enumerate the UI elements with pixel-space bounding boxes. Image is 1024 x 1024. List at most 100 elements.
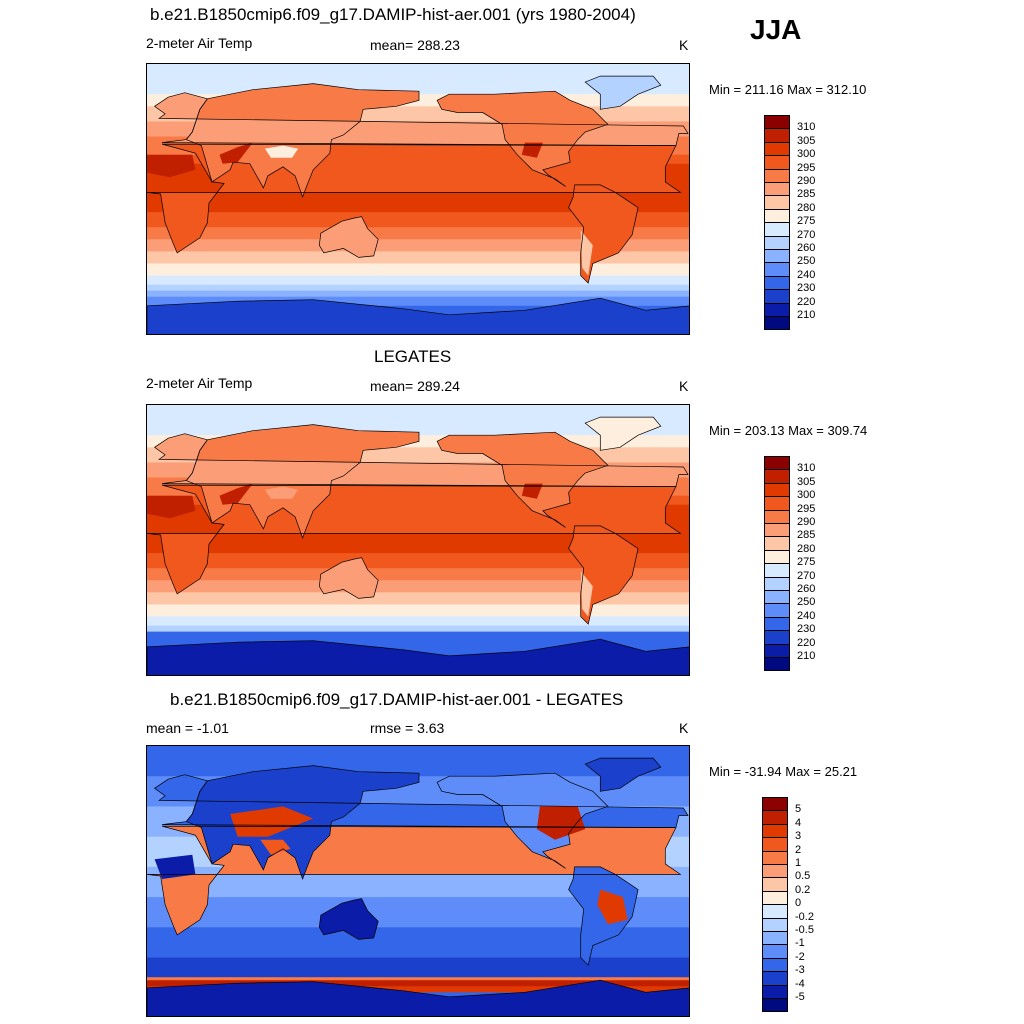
africa-field (147, 485, 681, 594)
panel-1-minmax: Min = 211.16 Max = 312.10 (709, 82, 867, 97)
india-warm-patch (260, 839, 291, 855)
temperature-band (147, 284, 689, 292)
temperature-band (147, 568, 689, 581)
andes-cool-field (580, 571, 593, 617)
colorbar-tick-label: 275 (797, 556, 816, 569)
coastline-antarctica (147, 979, 689, 1016)
coastline-namerica (436, 772, 609, 869)
southern-ocean-stripe (147, 980, 689, 987)
tibet-field (264, 486, 299, 499)
colorbar-tick-label: 210 (797, 309, 816, 321)
colorbar-swatch (762, 931, 788, 946)
colorbar-swatch (764, 616, 790, 632)
colorbar-tick-label: 0.2 (795, 883, 811, 896)
north-america-field (437, 91, 608, 187)
colorbar-swatch (764, 657, 790, 672)
colorbar-tick-label: -3 (795, 964, 805, 977)
coastline-greenland (584, 757, 662, 792)
colorbar-swatch (762, 877, 788, 892)
coastline-antarctica (147, 638, 689, 675)
colorbar-tick-label: 4 (795, 816, 802, 829)
colorbar-swatch (764, 482, 790, 498)
greenland-field (585, 76, 661, 110)
coastline-asia (185, 83, 420, 199)
brazil-warm-patch (597, 889, 628, 925)
colorbar-swatch (764, 155, 790, 170)
colorbar-swatch (764, 603, 790, 618)
colorbar-swatch (762, 971, 788, 986)
coastline-asia (185, 424, 420, 540)
panel-2-minmax: Min = 203.13 Max = 309.74 (709, 423, 868, 438)
colorbar-tick-label: 270 (797, 569, 816, 582)
colorbar-tick-label: 280 (797, 542, 816, 555)
colorbar-swatch (764, 496, 790, 511)
australia-field (319, 216, 379, 258)
temperature-band (147, 296, 689, 307)
colorbar-tick-label: 5 (795, 803, 802, 816)
panel-3-mean-label: mean = -1.01 (146, 720, 229, 736)
panel-2-mean-label: mean= 289.24 (370, 378, 460, 394)
coastline-samerica (568, 866, 639, 966)
southwest-us-hot-field (521, 142, 543, 158)
colorbar-swatch (764, 469, 790, 484)
colorbar-swatch (762, 797, 788, 812)
colorbar-swatch (764, 208, 790, 224)
colorbar-tick-label: 260 (797, 242, 816, 254)
panel-2-map-field (147, 405, 689, 675)
colorbar-tick-label: 280 (797, 201, 816, 214)
panel-1-variable-label: 2-meter Air Temp (146, 35, 253, 51)
sahara-hot-field (147, 495, 196, 519)
colorbar-swatch (764, 275, 790, 291)
coastline-samerica (568, 184, 639, 284)
colorbar-swatch (762, 864, 788, 879)
colorbar-tick-label: -0.5 (795, 924, 814, 936)
panel-1-title: b.e21.B1850cmip6.f09_g17.DAMIP-hist-aer.… (150, 5, 636, 24)
colorbar-swatch (762, 810, 788, 825)
panel-1-map (146, 63, 690, 335)
colorbar-tick-label: 240 (797, 268, 816, 281)
temperature-band (147, 553, 689, 569)
antarctica-difference (147, 980, 689, 1016)
temperature-band (147, 616, 689, 627)
colorbar-tick-label: 290 (797, 516, 816, 528)
panel-2-title: LEGATES (374, 347, 452, 366)
southwest-us-hot-field (521, 483, 543, 499)
colorbar-swatch (764, 141, 790, 157)
colorbar-swatch (762, 998, 788, 1013)
colorbar-swatch (764, 168, 790, 183)
panel-3-minmax: Min = -31.94 Max = 25.21 (709, 764, 858, 779)
colorbar-tick-label: -0.2 (795, 910, 814, 923)
southern-ocean-stripe (147, 986, 689, 993)
tibet-field (264, 145, 299, 158)
coastline-australia (318, 898, 379, 940)
coastline-africa (147, 143, 682, 254)
colorbar-tick-label: 310 (797, 462, 816, 475)
colorbar-tick-label: 305 (797, 134, 816, 147)
colorbar-tick-label: 220 (797, 295, 816, 308)
temperature-band (147, 227, 689, 240)
arabia-hot-field (219, 483, 253, 505)
panel-3-map-field (147, 746, 689, 1016)
colorbar-tick-label: 295 (797, 161, 816, 174)
coastline-greenland (584, 75, 662, 110)
colorbar-swatch (764, 523, 790, 538)
coastline-samerica (568, 525, 639, 625)
temperature-band (147, 239, 689, 252)
sahel-cold-patch (154, 854, 196, 879)
colorbar-tick-label: 0.5 (795, 870, 811, 883)
colorbar-swatch (764, 128, 790, 143)
australia-field (319, 557, 379, 599)
temperature-band (147, 290, 689, 298)
africa-field (147, 144, 681, 253)
colorbar-tick-label: -4 (795, 977, 805, 990)
colorbar-swatch (764, 456, 790, 471)
colorbar-swatch (764, 549, 790, 565)
andes-cool-field (580, 230, 593, 276)
colorbar-tick-label: 300 (797, 148, 816, 161)
temperature-band (147, 263, 689, 277)
antarctica-field (147, 639, 689, 675)
panel-1-map-field (147, 64, 689, 334)
colorbar-tick-label: 240 (797, 609, 816, 622)
panel-2-map (146, 404, 690, 676)
colorbar-swatch (764, 249, 790, 264)
